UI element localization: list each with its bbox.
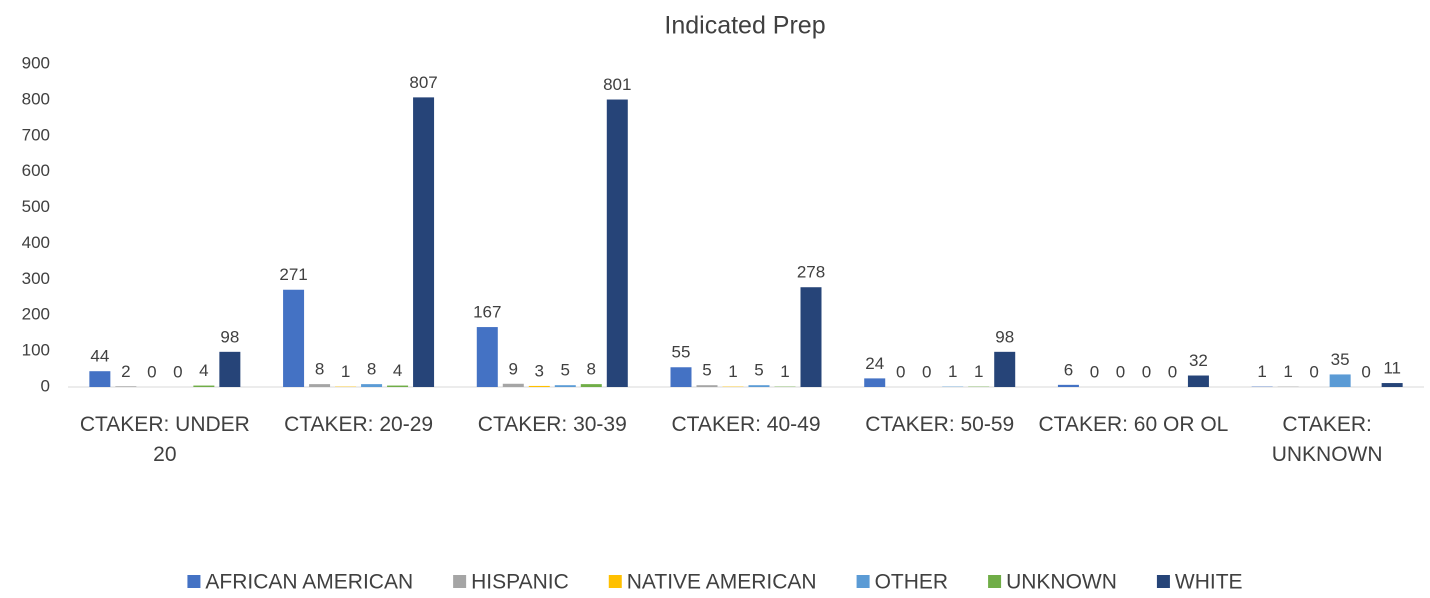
data-label: 0 — [1168, 362, 1177, 381]
bar — [800, 287, 822, 387]
bar — [696, 385, 718, 387]
bar — [89, 371, 111, 387]
bar — [748, 385, 770, 387]
data-label: 2 — [121, 362, 130, 381]
legend-label: WHITE — [1175, 571, 1243, 594]
data-label: 1 — [948, 362, 957, 381]
data-label: 11 — [1383, 359, 1401, 378]
data-label: 4 — [393, 361, 402, 380]
legend-label: OTHER — [875, 571, 949, 594]
data-label: 0 — [1116, 362, 1125, 381]
legend-swatch — [1156, 575, 1170, 588]
data-label: 1 — [728, 362, 737, 381]
y-tick-label: 500 — [22, 197, 50, 216]
bar — [309, 384, 331, 387]
bar — [1329, 374, 1351, 387]
data-label: 0 — [1142, 362, 1151, 381]
legend-swatch — [187, 575, 201, 588]
legend-label: AFRICAN AMERICAN — [205, 571, 413, 594]
data-label: 167 — [473, 303, 501, 322]
y-tick-label: 800 — [22, 89, 50, 108]
legend-label: HISPANIC — [471, 571, 569, 594]
data-label: 5 — [754, 361, 763, 380]
bar — [219, 351, 241, 387]
x-tick-label: CTAKER: 60 OR OL — [1038, 413, 1229, 436]
bar — [554, 385, 576, 387]
bar — [476, 327, 498, 387]
legend-label: NATIVE AMERICAN — [627, 571, 817, 594]
data-label: 0 — [922, 362, 931, 381]
data-label: 1 — [341, 362, 350, 381]
data-label: 8 — [315, 360, 324, 379]
data-label: 0 — [1361, 362, 1370, 381]
bar — [580, 384, 602, 387]
bar — [528, 385, 550, 387]
y-tick-label: 200 — [22, 305, 50, 324]
x-tick-label: CTAKER: UNDER 20 — [79, 413, 250, 466]
bar — [864, 378, 886, 387]
bar — [1187, 375, 1209, 387]
legend-swatch — [453, 575, 467, 588]
data-label: 1 — [974, 362, 983, 381]
y-tick-label: 900 — [22, 53, 50, 72]
data-label: 9 — [509, 359, 518, 378]
bar — [283, 289, 305, 387]
data-label: 0 — [1309, 362, 1318, 381]
y-tick-label: 700 — [22, 125, 50, 144]
legend-label: UNKNOWN — [1006, 571, 1117, 594]
data-label: 1 — [1283, 362, 1292, 381]
data-label: 4 — [199, 361, 208, 380]
bar — [413, 97, 435, 388]
y-tick-label: 100 — [22, 341, 50, 360]
chart-title: Indicated Prep — [664, 12, 825, 40]
data-label: 32 — [1189, 351, 1208, 370]
data-label: 1 — [780, 362, 789, 381]
bar — [387, 385, 409, 387]
data-label: 98 — [220, 327, 239, 346]
x-tick-label: CTAKER: 40-49 — [671, 413, 821, 436]
data-label: 278 — [797, 263, 825, 282]
data-label: 0 — [173, 362, 182, 381]
data-label: 801 — [603, 75, 631, 94]
bar — [115, 386, 137, 387]
y-tick-label: 0 — [41, 376, 50, 395]
bar — [994, 351, 1016, 387]
bar — [1057, 384, 1079, 387]
x-tick-label: CTAKER: 20-29 — [284, 413, 434, 436]
data-label: 3 — [535, 361, 544, 380]
data-label: 44 — [90, 347, 109, 366]
data-label: 6 — [1064, 360, 1073, 379]
y-tick-label: 400 — [22, 233, 50, 252]
data-label: 35 — [1331, 350, 1350, 369]
data-label: 55 — [672, 343, 691, 362]
data-label: 0 — [147, 362, 156, 381]
data-label: 5 — [561, 361, 570, 380]
legend-swatch — [856, 575, 870, 588]
legend-swatch — [988, 575, 1002, 588]
data-label: 8 — [587, 360, 596, 379]
x-tick-label: CTAKER: 30-39 — [477, 413, 627, 436]
bar — [670, 367, 692, 387]
data-label: 98 — [995, 327, 1014, 346]
data-label: 8 — [367, 360, 376, 379]
bar — [361, 384, 383, 387]
data-label: 0 — [896, 362, 905, 381]
data-label: 0 — [1090, 362, 1099, 381]
legend-swatch — [608, 575, 622, 588]
y-tick-label: 300 — [22, 269, 50, 288]
data-label: 807 — [409, 73, 437, 92]
data-label: 271 — [279, 265, 307, 284]
data-label: 1 — [1257, 362, 1266, 381]
bar — [193, 385, 215, 387]
bar — [502, 383, 524, 387]
data-label: 24 — [865, 354, 884, 373]
x-tick-label: CTAKER: UNKNOWN — [1271, 413, 1383, 466]
y-tick-label: 600 — [22, 161, 50, 180]
x-tick-label: CTAKER: 50-59 — [865, 413, 1015, 436]
data-label: 5 — [702, 361, 711, 380]
bar — [1381, 383, 1403, 387]
bar — [606, 99, 628, 387]
